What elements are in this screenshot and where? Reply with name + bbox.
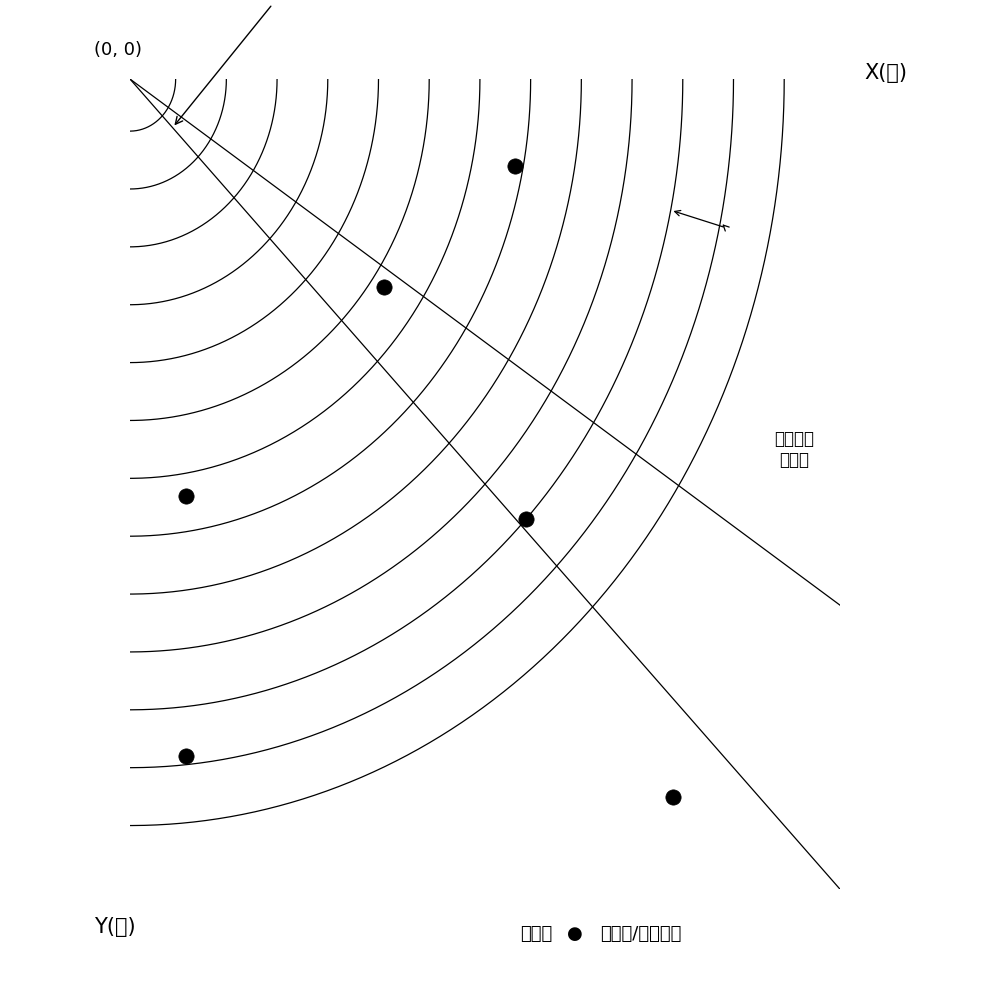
Text: 图例：: 图例：: [520, 925, 552, 943]
Text: Y(米): Y(米): [94, 917, 136, 937]
Text: X(米): X(米): [864, 63, 907, 83]
Text: 45°: 45°: [175, 0, 298, 124]
Text: (0, 0): (0, 0): [94, 41, 143, 59]
Text: 锁节点/参考标签: 锁节点/参考标签: [600, 925, 681, 943]
Text: ●: ●: [567, 925, 583, 943]
Text: 载波波长
的一半: 载波波长 的一半: [774, 430, 814, 468]
